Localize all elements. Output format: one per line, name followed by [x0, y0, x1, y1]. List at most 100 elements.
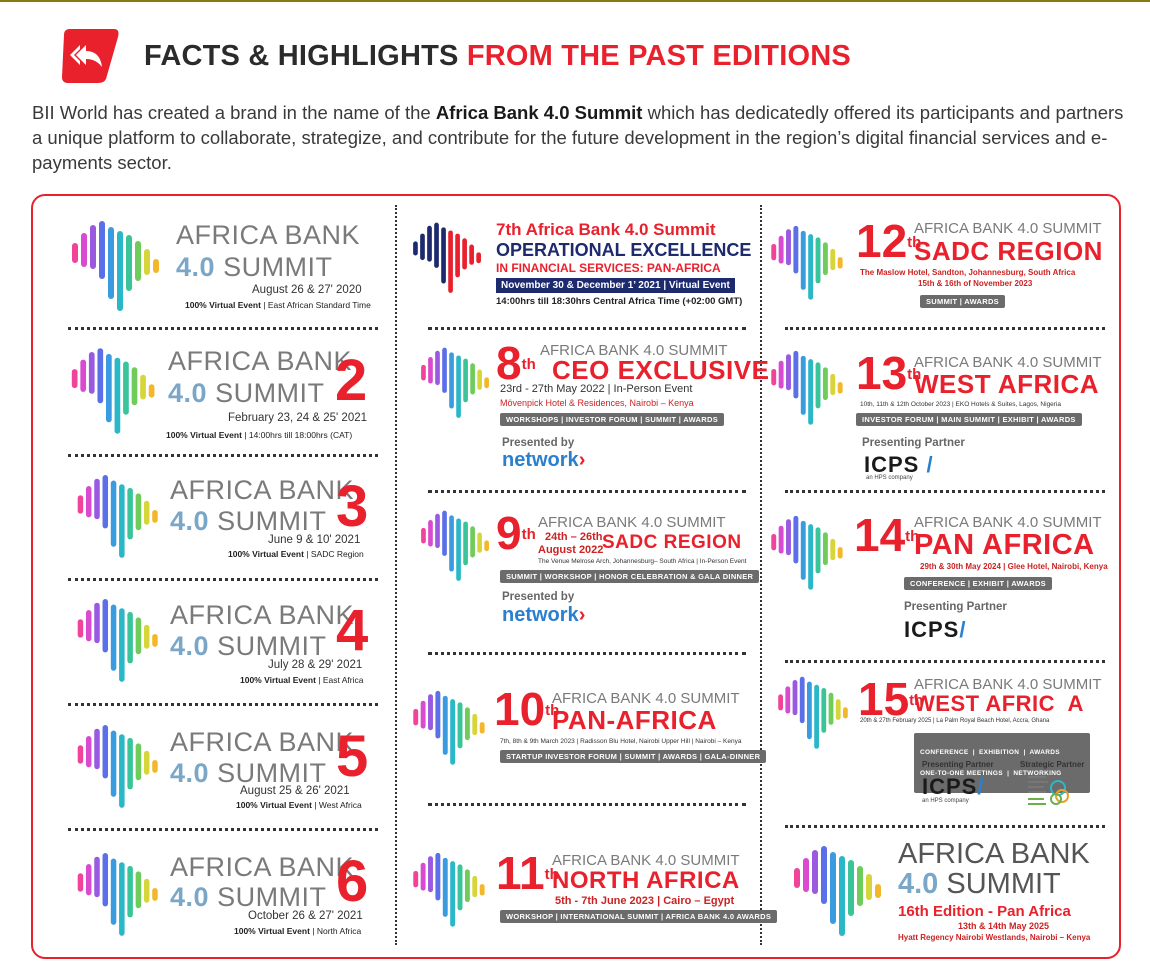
edition-meta: 100% Virtual Event | West Africa — [236, 800, 362, 810]
back-arrow-badge-icon — [62, 29, 119, 83]
brand-line-1: AFRICA BANK — [176, 220, 361, 250]
row-divider — [785, 825, 1105, 828]
edition-tags: STARTUP INVESTOR FORUM | SUMMIT | AWARDS… — [500, 750, 767, 763]
edition-tags: SUMMIT | WORKSHOP | HONOR CELEBRATION & … — [500, 570, 760, 583]
edition-brand-line: AFRICA BANK 4.0 SUMMIT — [540, 342, 728, 359]
network-logo: network› — [502, 604, 585, 627]
edition-title: PAN AFRICA — [914, 529, 1095, 561]
edition-region: | 14:00hrs till 18:00hrs (CAT) — [241, 430, 353, 440]
edition-title: WEST AFRICA — [914, 369, 1100, 399]
africa-bank-logo-icon — [74, 468, 166, 563]
edition-mode: 100% Virtual Event — [236, 800, 312, 810]
edition-meta: 100% Virtual Event | SADC Region — [228, 549, 364, 559]
edition-number-value: 13 — [856, 347, 908, 399]
edition-venue: The Venue Melrose Arch, Johannesburg– So… — [538, 558, 747, 565]
edition-7-subtitle: IN FINANCIAL SERVICES: PAN-AFRICA — [496, 261, 721, 275]
edition-title: WEST AFRIC A — [914, 691, 1084, 716]
partner-subtitle: an HPS company — [922, 798, 969, 804]
intro-text-end: which has dedicatedly offered its partic… — [32, 102, 1124, 173]
edition-7-date-bar: November 30 & December 1’ 2021 | Virtual… — [496, 278, 735, 293]
brand-version: 4.0 — [170, 506, 210, 536]
brand-summit: SUMMIT — [217, 506, 327, 536]
column-divider-1 — [395, 205, 397, 945]
edition-ordinal: th — [907, 234, 922, 251]
brand-line-2: 4.0 SUMMIT — [170, 506, 327, 536]
presenting-partner-label: Presenting Partner — [862, 437, 965, 449]
edition-title: PAN-AFRICA — [552, 705, 717, 735]
top-rule — [0, 0, 1150, 2]
row-divider — [785, 660, 1105, 663]
row-divider — [785, 327, 1105, 330]
edition-mode: 100% Virtual Event — [166, 430, 242, 440]
brand-line-2: 4.0 SUMMIT — [898, 868, 1061, 901]
edition-7-title: OPERATIONAL EXCELLENCE — [496, 240, 752, 260]
row-divider — [428, 490, 746, 493]
brand-line-1: AFRICA BANK — [168, 346, 353, 376]
africa-bank-logo-icon — [68, 215, 168, 315]
partner-name: network — [502, 449, 579, 471]
brand-summit: SUMMIT — [217, 882, 327, 912]
africa-bank-logo-icon — [418, 505, 496, 585]
edition-number-value: 11 — [496, 847, 545, 899]
brand-line-2: 4.0 SUMMIT — [168, 378, 325, 408]
slash-mark-icon: / — [977, 774, 985, 799]
icps-logo: ICPS / — [864, 452, 934, 478]
slash-mark-icon: / — [959, 617, 967, 642]
edition-venue: The Maslow Hotel, Sandton, Johannesburg,… — [860, 268, 1076, 277]
edition-tags: INVESTOR FORUM | MAIN SUMMIT | EXHIBIT |… — [856, 413, 1082, 426]
africa-bank-logo-icon — [790, 840, 890, 940]
edition-mode: 100% Virtual Event — [234, 926, 310, 936]
edition-title: SADC REGION — [602, 532, 742, 553]
edition-number-value: 9 — [496, 507, 522, 559]
edition-ordinal: th — [544, 866, 559, 883]
partner-subtitle: an HPS company — [866, 475, 913, 481]
edition-number: 4 — [336, 598, 369, 663]
row-divider — [68, 828, 378, 831]
section-header: FACTS & HIGHLIGHTS FROM THE PAST EDITION… — [54, 26, 851, 86]
partner-name: ICPS — [922, 774, 978, 799]
edition-venue: 20th & 27th February 2025 | La Palm Roya… — [860, 718, 1050, 724]
africa-bank-logo-icon — [768, 343, 850, 431]
intro-paragraph: BII World has created a brand in the nam… — [32, 100, 1132, 175]
edition-date: 13th & 14th May 2025 — [958, 921, 1050, 931]
edition-number: 15th — [858, 676, 923, 722]
edition-number: 2 — [335, 348, 368, 413]
brand-line-1: AFRICA BANK — [170, 852, 355, 882]
edition-brand-line: AFRICA BANK 4.0 SUMMIT — [552, 852, 740, 869]
edition-tags: SUMMIT | AWARDS — [920, 295, 1005, 308]
africa-bank-logo-icon — [410, 682, 492, 772]
row-divider — [68, 703, 378, 706]
africa-bank-logo-icon — [74, 718, 166, 813]
presented-by-label: Presented by — [502, 437, 575, 449]
edition-number: 11th — [496, 850, 559, 896]
brand-summit: SUMMIT — [217, 631, 327, 661]
partner-name: ICPS — [904, 617, 960, 642]
chevron-right-icon: › — [578, 449, 586, 471]
brand-line-2: 4.0 SUMMIT — [170, 758, 327, 788]
partner-name: network — [502, 604, 579, 626]
presenting-partner-label: Presenting Partner — [904, 601, 1007, 613]
edition-tags-line-1: CONFERENCE | EXHIBITION | AWARDS — [920, 749, 1060, 756]
edition-title: NORTH AFRICA — [552, 867, 740, 894]
intro-brand: Africa Bank 4.0 Summit — [435, 102, 643, 123]
edition-meta: 100% Virtual Event | North Africa — [234, 926, 361, 936]
edition-number-value: 10 — [494, 683, 546, 735]
edition-venue: 29th & 30th May 2024 | Glee Hotel, Nairo… — [920, 562, 1108, 571]
row-divider — [428, 327, 746, 330]
edition-brand-line: AFRICA BANK 4.0 SUMMIT — [914, 514, 1102, 531]
brand-line-1: AFRICA BANK — [170, 727, 355, 757]
africa-bank-logo-icon — [68, 340, 163, 440]
edition-tags: WORKSHOP | INTERNATIONAL SUMMIT | AFRICA… — [500, 910, 778, 923]
edition-ordinal: th — [521, 356, 536, 373]
slash-mark-icon: / — [926, 452, 934, 477]
row-divider — [785, 490, 1105, 493]
edition-number: 9th — [496, 510, 536, 556]
row-divider — [68, 454, 378, 457]
partner-name: ICPS — [864, 452, 920, 477]
title-part-1: FACTS & HIGHLIGHTS — [144, 39, 459, 72]
edition-meta: 100% Virtual Event | East Africa — [240, 675, 363, 685]
brand-version: 4.0 — [170, 758, 210, 788]
edition-date: July 28 & 29' 2021 — [268, 659, 363, 671]
edition-region: | West Africa — [311, 800, 362, 810]
edition-number: 5 — [336, 724, 369, 789]
